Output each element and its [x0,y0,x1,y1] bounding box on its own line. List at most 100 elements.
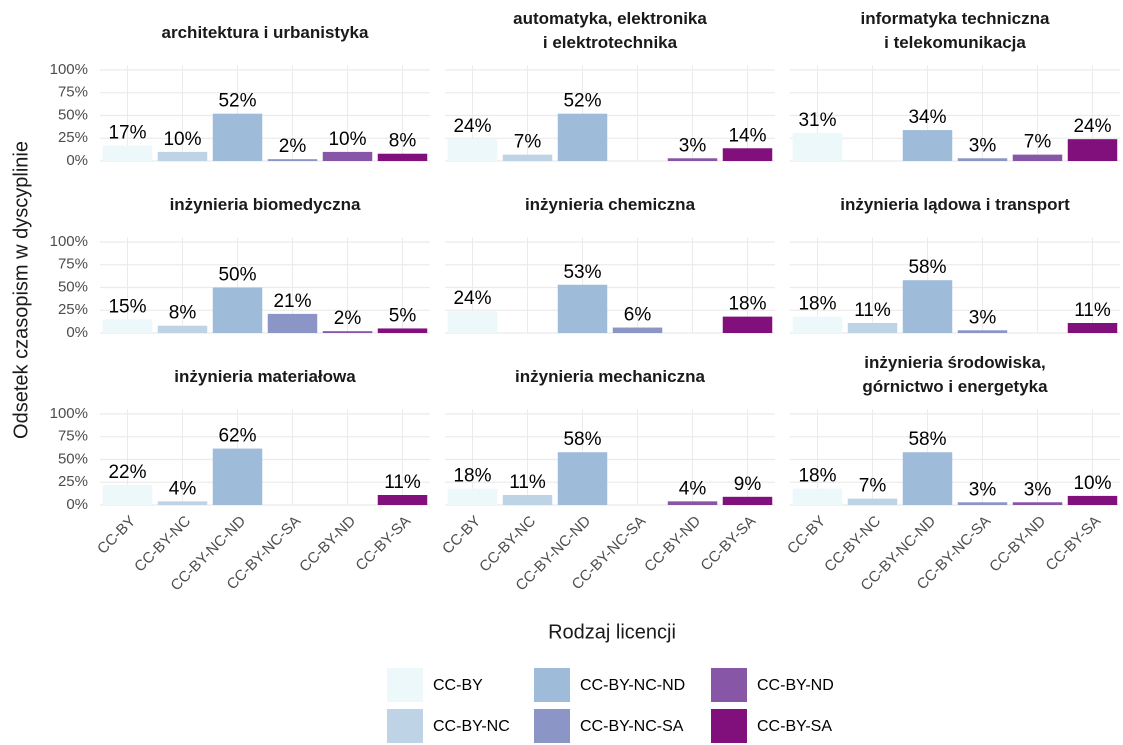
bar [667,158,718,161]
bar [212,287,263,333]
panel-title: i elektrotechnika [543,33,678,52]
x-tick-label: CC-BY-SA [352,513,414,575]
legend-label: CC-BY-NC-SA [580,718,684,735]
bar [722,496,773,505]
value-label: 4% [679,478,707,499]
x-axis-label: Rodzaj licencji [548,621,676,643]
bar [902,452,953,505]
value-label: 10% [163,129,201,150]
bar [102,145,153,161]
bar [557,452,608,505]
value-label: 8% [389,131,417,152]
panel-title: inżynieria materiałowa [174,367,356,386]
panel-title: architektura i urbanistyka [162,23,369,42]
y-tick-label: 100% [50,233,88,250]
panel-title: inżynieria biomedyczna [170,195,361,214]
bar [212,448,263,505]
bar [792,316,843,333]
bar [847,322,898,333]
bar [447,311,498,333]
x-tick-label: CC-BY-ND [296,512,359,575]
bar [1067,322,1118,333]
value-label: 24% [1073,116,1111,137]
value-label: 3% [969,307,997,328]
value-label: 17% [108,123,146,144]
bar [502,494,553,505]
value-label: 3% [679,135,707,156]
value-label: 11% [854,300,891,321]
value-label: 3% [969,135,997,156]
bar [502,154,553,161]
value-label: 58% [563,429,601,450]
y-tick-label: 25% [58,129,88,146]
value-label: 11% [509,472,546,493]
bar [957,330,1008,333]
bar [957,502,1008,505]
x-tick-label: CC-BY [94,513,139,558]
legend-swatch [711,709,747,743]
legend-label: CC-BY [433,677,483,694]
bar [847,498,898,505]
y-axis-label: Odsetek czasopism w dyscyplinie [10,141,32,439]
value-label: 7% [859,476,887,497]
value-label: 18% [728,294,766,315]
legend-swatch [534,709,570,743]
value-label: 21% [273,291,311,312]
value-label: 31% [798,110,836,131]
value-label: 62% [218,426,256,447]
value-label: 3% [1024,479,1052,500]
bar [157,151,208,161]
y-tick-label: 0% [66,152,88,169]
value-label: 24% [453,288,491,309]
value-label: 2% [279,136,307,157]
x-tick-label: CC-BY-SA [1042,513,1104,575]
bar [1012,154,1063,161]
value-label: 18% [453,466,491,487]
x-tick-label: CC-BY [784,513,829,558]
value-label: 58% [908,429,946,450]
y-tick-label: 25% [58,473,88,490]
bar [1067,139,1118,161]
value-label: 18% [798,294,836,315]
value-label: 34% [908,107,946,128]
x-tick-label: CC-BY [439,513,484,558]
value-label: 58% [908,257,946,278]
bar [792,132,843,161]
y-tick-label: 50% [58,278,88,295]
panel-title: inżynieria lądowa i transport [840,195,1070,214]
bar [377,328,428,333]
bar [377,153,428,161]
value-label: 53% [563,262,601,283]
value-label: 15% [108,296,146,317]
value-label: 18% [798,466,836,487]
legend-label: CC-BY-ND [757,677,834,694]
y-tick-label: 100% [50,61,88,78]
x-tick-label: CC-BY-ND [986,512,1049,575]
bar [612,327,663,333]
panel-title: i telekomunikacja [884,33,1026,52]
bar [902,130,953,161]
value-label: 24% [453,116,491,137]
bar [1012,502,1063,505]
value-label: 8% [169,303,197,324]
bar [957,158,1008,161]
value-label: 7% [514,132,542,153]
y-tick-label: 0% [66,324,88,341]
x-tick-label: CC-BY-SA [697,513,759,575]
bar [447,139,498,161]
value-label: 6% [624,305,652,326]
y-tick-label: 50% [58,106,88,123]
value-label: 22% [108,462,146,483]
y-tick-label: 50% [58,450,88,467]
x-tick-label: CC-BY-ND [641,512,704,575]
legend-label: CC-BY-SA [757,718,832,735]
legend-swatch [387,709,423,743]
bar [102,319,153,333]
bar [792,488,843,505]
bar [557,284,608,333]
bar [267,313,318,333]
bar [557,113,608,161]
bar [102,484,153,505]
bar [447,488,498,505]
